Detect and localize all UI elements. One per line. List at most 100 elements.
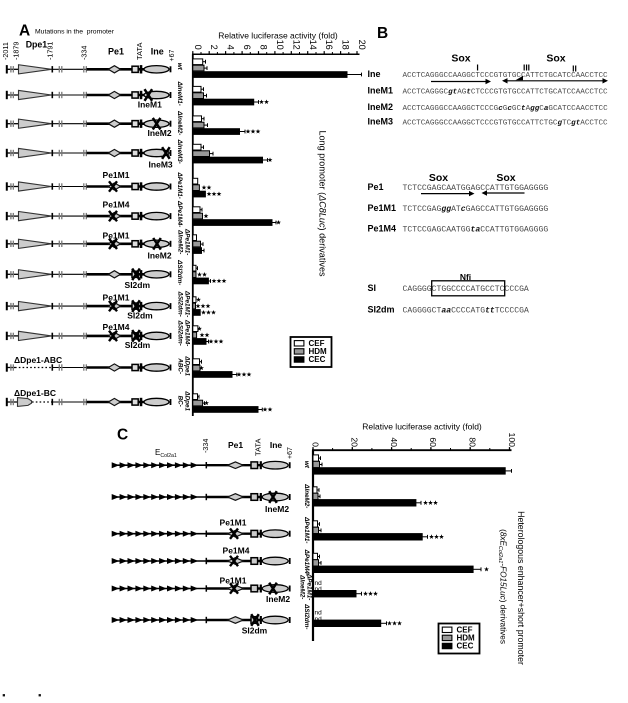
svg-text:-334: -334 [80, 46, 89, 60]
svg-text:TATA: TATA [135, 43, 144, 61]
svg-text:Pe1: Pe1 [108, 47, 124, 57]
svg-text:CEF: CEF [457, 625, 473, 634]
svg-text:6: 6 [242, 45, 252, 50]
svg-text:Relative luciferase activity (: Relative luciferase activity (fold) [218, 31, 338, 41]
svg-text:Sox: Sox [429, 172, 448, 184]
svg-text:ΔDpe1-BC: ΔDpe1-BC [14, 388, 56, 398]
svg-text:Pe1M4: Pe1M4 [223, 546, 250, 556]
svg-text:-1791: -1791 [45, 42, 54, 60]
svg-text:wt: wt [176, 63, 183, 71]
svg-text:III: III [523, 63, 530, 73]
svg-text:(8xECol2a1-FO15Luc) derivative: (8xECol2a1-FO15Luc) derivatives [497, 529, 508, 644]
svg-text:Pe1M1: Pe1M1 [220, 517, 247, 527]
svg-text:20: 20 [350, 437, 360, 447]
svg-text:TATA: TATA [254, 439, 263, 457]
svg-text:Pe1: Pe1 [368, 182, 384, 192]
svg-text:ΔIneM2-: ΔIneM2- [303, 483, 310, 508]
svg-text:ACCTCAGGGCCAAGGCTCCCGTGTGCCATT: ACCTCAGGGCCAAGGCTCCCGTGTGCCATTCTGCgTCgtA… [403, 120, 609, 128]
svg-text:ΔSI2dm-: ΔSI2dm- [303, 603, 310, 629]
svg-text:16: 16 [324, 40, 334, 50]
svg-text:Pe1: Pe1 [228, 440, 243, 450]
svg-text:20: 20 [357, 40, 367, 50]
svg-text:C: C [117, 427, 128, 444]
svg-text:IneM2: IneM2 [147, 250, 171, 260]
svg-text:A: A [19, 23, 30, 40]
svg-text:II: II [572, 64, 577, 74]
svg-text:SI: SI [368, 283, 377, 293]
svg-text:IneM3: IneM3 [149, 159, 173, 169]
svg-text:Pe1M4: Pe1M4 [368, 224, 397, 234]
svg-text:ΔPe1M4-: ΔPe1M4- [176, 200, 183, 227]
svg-text:Sox: Sox [496, 172, 515, 184]
svg-text:ΔPe1M4-: ΔPe1M4- [184, 319, 191, 346]
svg-text:IneM1: IneM1 [138, 99, 162, 109]
svg-text:TCTCCGAGCAATGGtaCCATTGTGGAGGGG: TCTCCGAGCAATGGtaCCATTGTGGAGGGG [403, 226, 549, 235]
svg-text:Pe1M4: Pe1M4 [103, 322, 130, 332]
svg-text:ΔPe1M1-: ΔPe1M1- [184, 228, 191, 255]
svg-text:nd: nd [315, 580, 323, 587]
svg-text:B: B [377, 25, 388, 42]
svg-text:-334: -334 [201, 439, 210, 453]
svg-text:100: 100 [507, 433, 517, 448]
svg-text:IneM2: IneM2 [147, 128, 171, 138]
svg-text:ΔPe1M1-: ΔPe1M1- [176, 172, 183, 199]
svg-text:ΔIneM2-: ΔIneM2- [299, 574, 306, 599]
svg-text:Ine: Ine [368, 69, 381, 79]
svg-text:nd: nd [315, 616, 323, 623]
svg-text:SI2dm: SI2dm [127, 311, 153, 321]
svg-text:ΔIneM2-: ΔIneM2- [176, 229, 183, 254]
svg-text:IneM3: IneM3 [368, 117, 394, 127]
svg-text:SI2dm: SI2dm [242, 626, 268, 636]
svg-text:Heterologous enhancer+short pr: Heterologous enhancer+short promoter [516, 511, 526, 665]
svg-text:IneM1: IneM1 [368, 85, 394, 95]
svg-text:ACCTCAGGGCCAAGGCTCCCGcGcGCtAgg: ACCTCAGGGCCAAGGCTCCCGcGcGCtAggCaGCATCCAA… [403, 105, 609, 113]
svg-text:ΔSI2dm-: ΔSI2dm- [176, 320, 183, 346]
svg-text:SI2dm: SI2dm [368, 305, 395, 315]
svg-text:ΔIneM3-: ΔIneM3- [176, 139, 183, 164]
svg-text:14: 14 [308, 40, 318, 50]
svg-text:ΔIneM2-: ΔIneM2- [176, 110, 183, 135]
svg-text:Sox: Sox [546, 53, 565, 65]
svg-text:-2011: -2011 [1, 42, 10, 60]
svg-text:ΔDpe1: ΔDpe1 [184, 390, 191, 411]
svg-text:ΔSI2dm-: ΔSI2dm- [176, 291, 183, 317]
svg-text:wt: wt [303, 461, 310, 469]
svg-text:TCTCCGAGggATcGAGCCATTGTGGAGGGG: TCTCCGAGggATcGAGCCATTGTGGAGGGG [403, 205, 549, 214]
svg-text:0: 0 [310, 442, 320, 447]
svg-text:HDM: HDM [309, 347, 328, 356]
svg-text:60: 60 [428, 437, 438, 447]
svg-text:Pe1M1: Pe1M1 [103, 231, 130, 241]
svg-text:Relative luciferase activity (: Relative luciferase activity (fold) [362, 422, 482, 432]
svg-text:Long promoter (ΔC8Luc) derivat: Long promoter (ΔC8Luc) derivatives [317, 130, 327, 277]
svg-text:SI2dm: SI2dm [125, 280, 151, 290]
svg-text:IneM2: IneM2 [368, 102, 394, 112]
svg-text:CEF: CEF [309, 339, 325, 348]
svg-text:IneM2: IneM2 [265, 504, 289, 514]
svg-text:Pe1M1: Pe1M1 [103, 170, 130, 180]
svg-text:+67: +67 [287, 447, 294, 459]
svg-text:ECol2a1: ECol2a1 [155, 448, 177, 459]
svg-text:+67: +67 [169, 50, 176, 62]
svg-text:Mutations in the promoter: Mutations in the promoter [35, 29, 115, 36]
svg-text:nd: nd [315, 586, 323, 593]
svg-text:ΔDpe1-ABC: ΔDpe1-ABC [14, 355, 62, 365]
svg-text:SI2dm: SI2dm [125, 340, 151, 350]
svg-text:ΔPe1M1-: ΔPe1M1- [303, 516, 310, 543]
svg-text:2: 2 [209, 45, 219, 50]
svg-text:Pe1M1: Pe1M1 [220, 576, 247, 586]
svg-text:-1879: -1879 [12, 42, 21, 60]
svg-text:Pe1M1: Pe1M1 [368, 203, 397, 213]
svg-text:Nfi: Nfi [460, 272, 471, 282]
svg-text:40: 40 [389, 437, 399, 447]
svg-text:CAGGGGCTaaCCCCATGttTCCCCGA: CAGGGGCTaaCCCCATGttTCCCCGA [403, 307, 529, 316]
svg-text:ΔPe1M1-: ΔPe1M1- [305, 573, 312, 600]
svg-text:ΔPe1M1-: ΔPe1M1- [184, 290, 191, 317]
svg-text:I: I [476, 63, 478, 73]
svg-text:Ine: Ine [270, 440, 283, 450]
svg-text:8: 8 [259, 45, 269, 50]
svg-text:IneM2: IneM2 [266, 594, 290, 604]
svg-text:Dpe1: Dpe1 [26, 40, 48, 50]
svg-text:BC-: BC- [176, 396, 183, 407]
svg-text:Ine: Ine [151, 47, 164, 57]
svg-text:ΔPe1M4-: ΔPe1M4- [303, 549, 310, 576]
